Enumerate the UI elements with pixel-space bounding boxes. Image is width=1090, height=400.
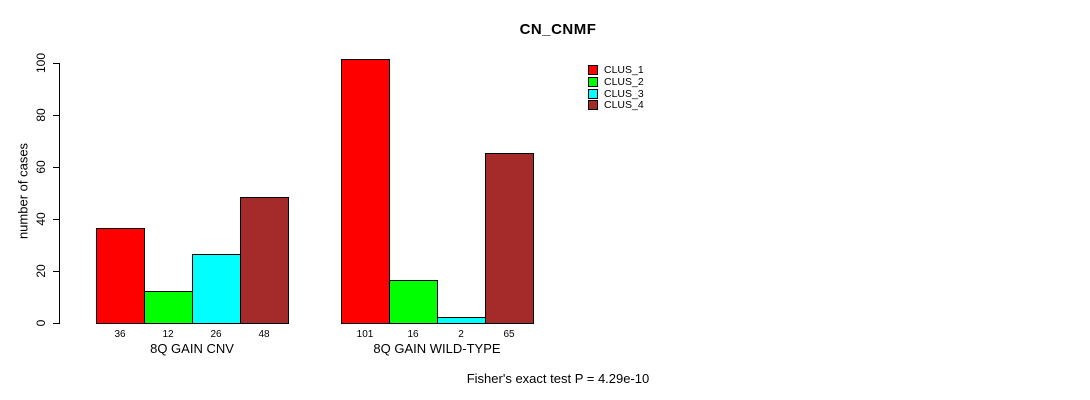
legend-swatch-CLUS_1 xyxy=(588,65,598,75)
chart-title: CN_CNMF xyxy=(519,21,597,38)
y-tick-label: 60 xyxy=(34,160,48,174)
y-tick-label: 0 xyxy=(34,319,48,327)
legend-swatch-CLUS_2 xyxy=(588,76,598,87)
legend-label-CLUS_3: CLUS_3 xyxy=(604,87,644,100)
bar-value-label: 2 xyxy=(458,329,464,340)
bar-value-label: 16 xyxy=(407,329,419,340)
bar-value-label: 26 xyxy=(210,329,222,340)
y-tick-mark xyxy=(53,219,59,220)
y-tick-label: 100 xyxy=(34,52,48,74)
y-tick-mark xyxy=(53,63,59,64)
bar-CLUS_2 xyxy=(144,291,193,324)
bar-CLUS_4 xyxy=(485,153,534,324)
bar-CLUS_1 xyxy=(96,228,145,324)
bar-value-label: 36 xyxy=(114,329,126,340)
bar-CLUS_3 xyxy=(437,317,486,324)
bar-value-label: 65 xyxy=(503,329,515,340)
y-tick-mark xyxy=(53,115,59,116)
bar-value-label: 12 xyxy=(162,329,174,340)
legend-label-CLUS_1: CLUS_1 xyxy=(604,64,644,76)
bar-CLUS_2 xyxy=(389,280,438,324)
legend-label-CLUS_4: CLUS_4 xyxy=(604,99,644,112)
x-category-label: 8Q GAIN WILD-TYPE xyxy=(373,341,501,356)
y-tick-label: 40 xyxy=(34,212,48,226)
bar-value-label: 101 xyxy=(356,329,374,340)
bar-value-label: 48 xyxy=(258,329,270,340)
legend-swatch-CLUS_3 xyxy=(588,88,598,99)
bar-CLUS_1 xyxy=(341,59,390,324)
legend-swatch-CLUS_4 xyxy=(588,100,598,111)
y-tick-label: 80 xyxy=(34,108,48,122)
bar-CLUS_3 xyxy=(192,254,241,324)
y-tick-mark xyxy=(53,271,59,272)
y-tick-label: 20 xyxy=(34,264,48,278)
x-category-label: 8Q GAIN CNV xyxy=(150,341,234,356)
legend-label-CLUS_2: CLUS_2 xyxy=(604,75,644,88)
y-axis-label: number of cases xyxy=(15,142,31,240)
bar-CLUS_4 xyxy=(240,197,289,324)
y-tick-mark xyxy=(53,323,59,324)
y-axis-line xyxy=(59,63,60,324)
fisher-test-annotation: Fisher's exact test P = 4.29e-10 xyxy=(466,371,650,386)
y-tick-mark xyxy=(53,167,59,168)
